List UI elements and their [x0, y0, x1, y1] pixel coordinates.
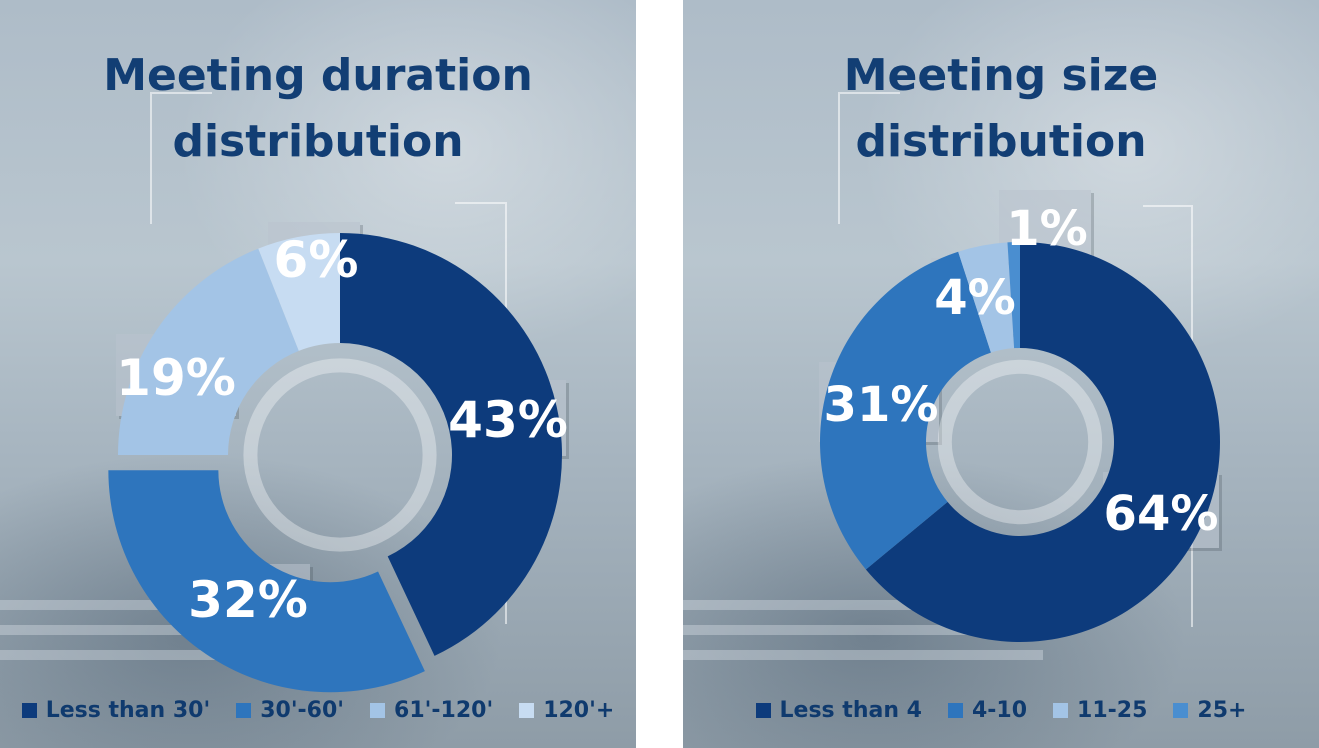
duration-chart-panel: Meeting duration distribution 43% 32% 19% 6…	[0, 0, 636, 748]
data-label: 32%	[188, 571, 308, 629]
legend-label: Less than 4	[779, 697, 922, 723]
legend-label: 61'-120'	[394, 697, 494, 723]
legend-item: 4-10	[947, 697, 1028, 723]
donut-slice-30-60-	[108, 470, 425, 693]
legend-swatch	[519, 702, 535, 718]
donut-slice-61-120-	[118, 248, 299, 455]
legend-item: Less than 4	[755, 697, 922, 723]
keyboard-backdrop	[0, 600, 300, 610]
data-label: 43%	[448, 391, 568, 449]
chart-title-line1: Meeting duration	[103, 50, 533, 101]
legend-swatch	[1173, 702, 1189, 718]
legend-item: 11-25	[1053, 698, 1147, 723]
legend-swatch	[1053, 702, 1069, 718]
legend-item: 120'+	[519, 698, 614, 723]
legend-label: 11-25	[1077, 697, 1148, 723]
legend-label: 30'-60'	[260, 697, 345, 723]
legend-item: Less than 30'	[21, 697, 211, 723]
donut-slice-25-	[1007, 242, 1020, 349]
donut-slice-4-10	[820, 251, 991, 570]
decorative-ring	[243, 358, 437, 552]
size-legend: Less than 4 4-10 11-25 25+	[683, 694, 1319, 726]
donut-slice-less-than-4	[865, 242, 1220, 643]
legend-swatch	[947, 702, 963, 718]
data-label: 64%	[1104, 486, 1219, 542]
chart-title-line2: distribution	[172, 116, 464, 167]
legend-label: 120'+	[543, 697, 615, 723]
keyboard-backdrop	[683, 650, 1043, 660]
donut-slice-120-	[258, 233, 340, 351]
keyboard-backdrop	[0, 625, 330, 635]
legend-swatch	[755, 702, 771, 718]
data-label: 4%	[934, 270, 1016, 326]
legend-item: 61'-120'	[370, 698, 493, 723]
keyboard-backdrop	[683, 625, 1013, 635]
donut-slice-less-than-30-	[340, 233, 562, 656]
legend-item: 25+	[1173, 698, 1246, 723]
keyboard-backdrop	[683, 600, 983, 610]
size-chart-panel: Meeting size distribution 64% 31% 4% 1% Les…	[683, 0, 1319, 748]
legend-label: 25+	[1197, 697, 1247, 723]
decorative-ring	[937, 359, 1103, 525]
legend-swatch	[236, 702, 252, 718]
data-label: 19%	[116, 349, 236, 407]
data-label: 31%	[824, 377, 939, 433]
duration-donut-chart: 43% 32% 19% 6%	[108, 231, 568, 693]
duration-legend: Less than 30' 30'-60' 61'-120' 120'+	[0, 694, 636, 726]
legend-swatch	[370, 702, 386, 718]
keyboard-backdrop	[0, 650, 360, 660]
donut-slice-11-25	[958, 242, 1015, 353]
legend-swatch	[21, 702, 37, 718]
legend-label: 4-10	[971, 697, 1028, 723]
legend-item: 30'-60'	[236, 698, 344, 723]
size-donut-chart: 64% 31% 4% 1%	[820, 201, 1220, 643]
decorative-frame	[838, 92, 900, 224]
chart-title-line2: distribution	[855, 116, 1147, 167]
data-label: 1%	[1006, 201, 1088, 257]
decorative-frame	[150, 92, 212, 224]
data-label: 6%	[274, 231, 359, 289]
chart-title-line1: Meeting size	[843, 50, 1159, 101]
legend-label: Less than 30'	[45, 697, 211, 723]
